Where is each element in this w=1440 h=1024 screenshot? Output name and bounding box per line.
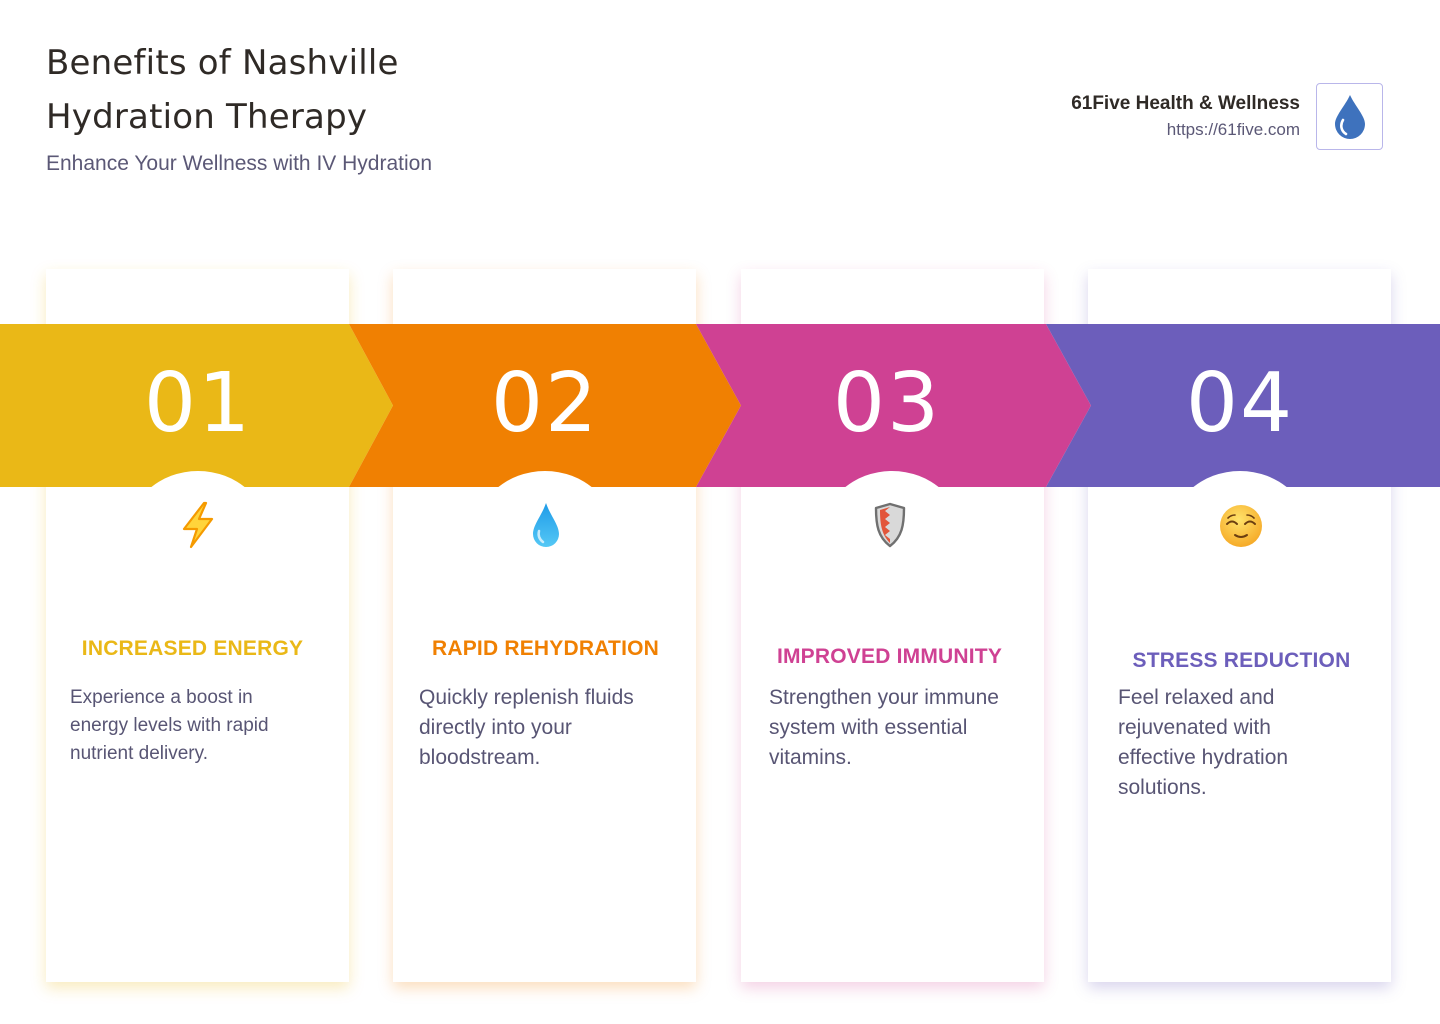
icon-cap-4 (1193, 471, 1287, 487)
benefit-description-4: Feel relaxed and rejuvenated with effect… (1118, 686, 1289, 799)
water-drop-icon (1334, 94, 1365, 139)
benefit-title-4: STRESS REDUCTION (1132, 649, 1351, 672)
benefit-description-2: Quickly replenish fluids directly into y… (419, 686, 634, 769)
chevron-segment-2 (349, 324, 741, 487)
title-line-2: Hydration Therapy (46, 97, 368, 137)
benefit-title-1: INCREASED ENERGY (81, 637, 304, 660)
chevron-segment-1 (0, 324, 393, 487)
chevron-segment-3 (696, 324, 1091, 487)
brand-name: 61Five Health & Wellness (1071, 93, 1300, 114)
high-voltage-icon (158, 500, 238, 572)
step-number-1: 01 (143, 356, 253, 451)
benefit-title-2: RAPID REHYDRATION (431, 637, 660, 660)
benefit-description-1: Experience a boost in energy levels with… (70, 687, 269, 764)
step-number-4: 04 (1185, 356, 1295, 451)
step-number-2: 02 (490, 356, 600, 451)
brand-block: 61Five Health & Wellness https://61five.… (1071, 92, 1300, 144)
icon-cap-1 (151, 471, 245, 487)
page-title: Benefits of Nashville Hydration Therapy (46, 36, 399, 144)
chevron-segment-4 (1046, 324, 1440, 487)
benefit-title-3: IMPROVED IMMUNITY (776, 645, 1003, 668)
step-chevron-band (0, 324, 1440, 487)
relieved-face-icon (1201, 500, 1281, 572)
droplet-icon (506, 500, 586, 572)
benefit-description-3: Strengthen your immune system with essen… (769, 686, 999, 769)
step-number-3: 03 (832, 356, 942, 451)
brand-url[interactable]: https://61five.com (1166, 120, 1300, 139)
shield-icon (850, 500, 930, 572)
page-subtitle: Enhance Your Wellness with IV Hydration (46, 152, 432, 175)
brand-logo (1316, 83, 1383, 150)
title-line-1: Benefits of Nashville (46, 43, 399, 83)
icon-cap-2 (498, 471, 592, 487)
icon-cap-3 (845, 471, 939, 487)
